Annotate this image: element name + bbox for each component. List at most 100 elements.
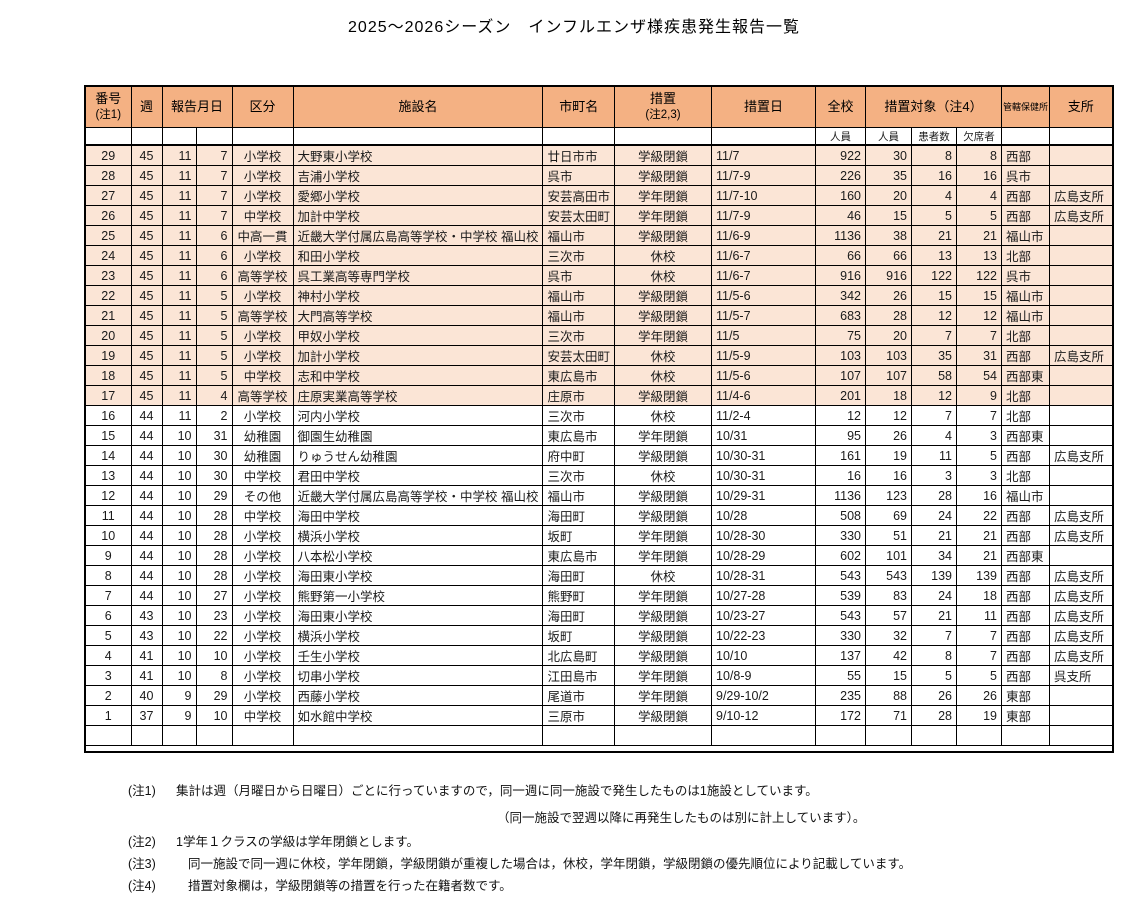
cell-week: 45 <box>130 365 163 386</box>
table-row: 16 44 11 2 小学校 河内小学校 三次市 休校 11/2-4 12 12… <box>84 405 1114 426</box>
cell-health-office: 福山市 <box>1000 305 1051 326</box>
cell-report-day: 31 <box>195 425 233 446</box>
cell-absentees: 21 <box>956 545 1002 566</box>
cell-absentees: 8 <box>956 144 1002 166</box>
cell-branch <box>1049 685 1114 706</box>
note-1: (注1) 集計は週（月曜日から日曜日）ごとに行っていますので，同一週に同一施設で発… <box>128 784 818 798</box>
cell-branch: 広島支所 <box>1049 205 1114 226</box>
cell-city: 東広島市 <box>542 365 615 386</box>
cell-measure: 学級閉鎖 <box>614 625 712 646</box>
cell-measure: 学年閉鎖 <box>614 325 712 346</box>
cell-absentees: 7 <box>956 405 1002 426</box>
cell-whole-school-personnel: 916 <box>815 265 866 286</box>
cell-patients: 12 <box>911 385 957 406</box>
slim-bottom-row <box>85 745 1113 753</box>
cell-patients: 15 <box>911 285 957 306</box>
cell-health-office: 西部 <box>1000 565 1051 586</box>
table-row: 14 44 10 30 幼稚園 りゅうせん幼稚園 府中町 学級閉鎖 10/30-… <box>84 445 1114 466</box>
cell-report-day: 28 <box>195 545 233 566</box>
cell-facility: 加計中学校 <box>292 205 544 226</box>
cell-measure: 学年閉鎖 <box>614 665 712 686</box>
cell-health-office: 西部 <box>1000 445 1051 466</box>
cell-health-office: 西部 <box>1000 505 1051 526</box>
cell-report-day: 5 <box>195 345 233 366</box>
cell-health-office: 西部 <box>1000 205 1051 226</box>
cell-facility: 御園生幼稚園 <box>292 425 544 446</box>
header-whole-school: 全校 <box>815 85 866 128</box>
cell-branch: 広島支所 <box>1049 625 1114 646</box>
cell-number: 19 <box>84 345 132 366</box>
cell-whole-school-personnel: 75 <box>815 325 866 346</box>
cell-facility: 庄原実業高等学校 <box>292 385 544 406</box>
table-row: 13 44 10 30 中学校 君田中学校 三次市 休校 10/30-31 16… <box>84 465 1114 486</box>
cell-category: 高等学校 <box>231 265 294 286</box>
cell-measure: 学級閉鎖 <box>614 705 712 726</box>
cell-number: 17 <box>84 385 132 406</box>
cell-measure-date: 11/7-10 <box>711 185 816 206</box>
cell-health-office: 北部 <box>1000 405 1051 426</box>
cell-patients: 28 <box>911 705 957 726</box>
cell-measure: 学年閉鎖 <box>614 185 712 206</box>
cell-measure: 学年閉鎖 <box>614 205 712 226</box>
cell-week: 44 <box>130 585 163 606</box>
cell-facility: 八本松小学校 <box>292 545 544 566</box>
cell-report-day: 22 <box>195 625 233 646</box>
cell-measure-date: 10/28-31 <box>711 565 816 586</box>
header-row: 番号 (注1) 週 報告月日 区分 施設名 市町名 措置 (注2,3) 措置日 全校… <box>84 85 1114 128</box>
header-measure: 措置 (注2,3) <box>614 85 712 128</box>
cell-number: 2 <box>84 685 132 706</box>
cell-target-personnel: 26 <box>865 285 912 306</box>
cell-number: 18 <box>84 365 132 386</box>
cell-category: 幼稚園 <box>231 425 294 446</box>
cell-facility: 壬生小学校 <box>292 645 544 666</box>
cell-patients: 8 <box>911 144 957 166</box>
cell-week: 40 <box>130 685 163 706</box>
cell-measure-date: 11/5-6 <box>711 365 816 386</box>
cell-category: 小学校 <box>231 245 294 266</box>
cell-week: 44 <box>130 425 163 446</box>
header-week: 週 <box>130 85 163 128</box>
cell-health-office: 東部 <box>1000 685 1051 706</box>
cell-category: 中学校 <box>231 505 294 526</box>
cell-health-office: 西部 <box>1000 665 1051 686</box>
cell-number: 13 <box>84 465 132 486</box>
cell-week: 41 <box>130 665 163 686</box>
cell-health-office: 西部 <box>1000 345 1051 366</box>
cell-report-day: 7 <box>195 144 233 166</box>
cell-branch: 広島支所 <box>1049 345 1114 366</box>
cell-category: 小学校 <box>231 685 294 706</box>
cell-facility: 大野東小学校 <box>292 144 544 166</box>
cell-whole-school-personnel: 66 <box>815 245 866 266</box>
cell-target-personnel: 101 <box>865 545 912 566</box>
cell-number: 24 <box>84 245 132 266</box>
cell-patients: 11 <box>911 445 957 466</box>
cell-whole-school-personnel: 1136 <box>815 225 866 246</box>
cell-number: 16 <box>84 405 132 426</box>
cell-facility: りゅうせん幼稚園 <box>292 445 544 466</box>
subheader-patients: 患者数 <box>911 127 957 146</box>
cell-health-office: 呉市 <box>1000 265 1051 286</box>
cell-city: 海田町 <box>542 565 615 586</box>
cell-patients: 139 <box>911 565 957 586</box>
table-row: 6 43 10 23 小学校 海田東小学校 海田町 学級閉鎖 10/23-27 … <box>84 605 1114 626</box>
cell-facility: 大門高等学校 <box>292 305 544 326</box>
cell-facility: 横浜小学校 <box>292 625 544 646</box>
cell-report-day: 5 <box>195 305 233 326</box>
cell-category: その他 <box>231 485 294 506</box>
cell-facility: 切串小学校 <box>292 665 544 686</box>
cell-measure-date: 11/6-7 <box>711 265 816 286</box>
cell-facility: 海田東小学校 <box>292 565 544 586</box>
cell-absentees: 3 <box>956 425 1002 446</box>
cell-city: 庄原市 <box>542 385 615 406</box>
table-row: 18 45 11 5 中学校 志和中学校 東広島市 休校 11/5-6 107 … <box>84 365 1114 386</box>
cell-city: 海田町 <box>542 505 615 526</box>
cell-target-personnel: 103 <box>865 345 912 366</box>
cell-number: 4 <box>84 645 132 666</box>
table-row: 1 37 9 10 中学校 如水館中学校 三原市 学級閉鎖 9/10-12 17… <box>84 705 1114 726</box>
cell-target-personnel: 69 <box>865 505 912 526</box>
cell-target-personnel: 12 <box>865 405 912 426</box>
cell-number: 26 <box>84 205 132 226</box>
cell-whole-school-personnel: 226 <box>815 165 866 186</box>
cell-report-month: 9 <box>161 685 197 706</box>
